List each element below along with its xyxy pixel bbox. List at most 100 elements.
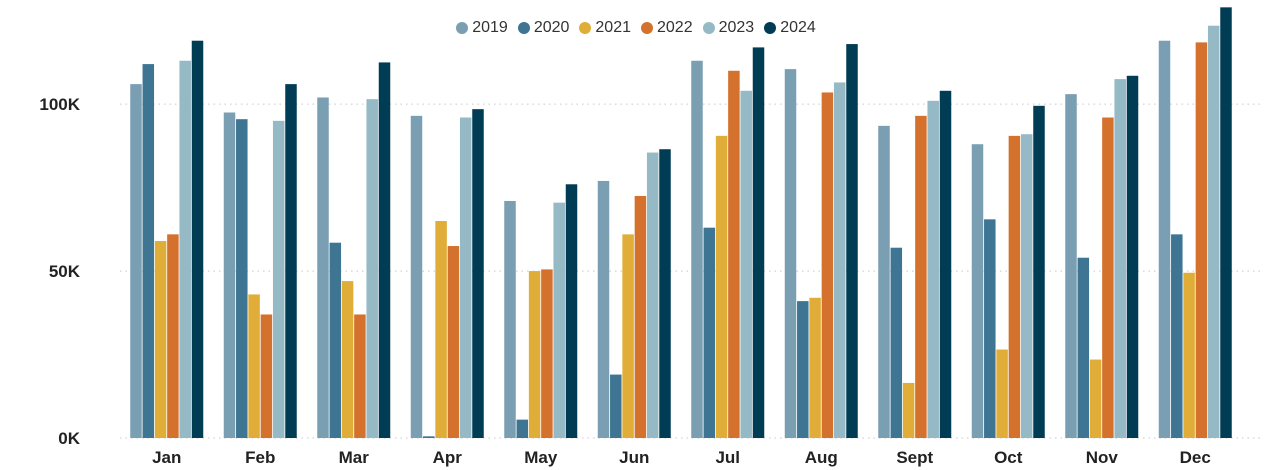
bar-may-2019[interactable]: [504, 200, 516, 438]
bar-jan-2022[interactable]: [167, 234, 179, 438]
bar-nov-2024[interactable]: [1126, 75, 1139, 438]
bar-oct-2019[interactable]: [971, 144, 984, 438]
bar-may-2024[interactable]: [565, 184, 578, 438]
bar-nov-2019[interactable]: [1065, 94, 1077, 438]
bar-aug-2019[interactable]: [784, 69, 797, 438]
bar-jan-2021[interactable]: [154, 241, 167, 438]
bar-sept-2023[interactable]: [927, 100, 939, 438]
legend-item-2023[interactable]: 2023: [702, 19, 755, 37]
bar-may-2023[interactable]: [553, 202, 565, 438]
x-tick-label: Apr: [433, 448, 463, 467]
bar-may-2021[interactable]: [528, 271, 541, 438]
bar-nov-2022[interactable]: [1102, 117, 1114, 438]
legend-swatch: [702, 22, 715, 34]
bar-apr-2019[interactable]: [410, 115, 423, 438]
bar-sept-2020[interactable]: [890, 247, 903, 438]
y-tick-label: 0K: [58, 429, 80, 448]
x-tick-label: Jun: [619, 448, 649, 467]
bar-jun-2019[interactable]: [597, 180, 610, 438]
legend-label: 2024: [780, 19, 816, 36]
legend-label: 2022: [657, 19, 693, 36]
bar-apr-2023[interactable]: [459, 117, 472, 438]
legend-item-2021[interactable]: 2021: [579, 19, 631, 37]
bar-feb-2021[interactable]: [248, 294, 260, 438]
bar-dec-2021[interactable]: [1183, 272, 1195, 438]
bar-mar-2024[interactable]: [378, 62, 391, 439]
x-tick-label: Sept: [896, 448, 933, 467]
bar-nov-2021[interactable]: [1089, 359, 1102, 438]
bar-aug-2021[interactable]: [809, 297, 821, 438]
bar-mar-2022[interactable]: [354, 314, 366, 438]
bar-dec-2022[interactable]: [1195, 42, 1208, 438]
bar-aug-2024[interactable]: [846, 44, 858, 439]
y-tick-label: 50K: [49, 262, 81, 281]
bar-nov-2020[interactable]: [1077, 257, 1090, 438]
legend-item-2019[interactable]: 2019: [456, 19, 508, 37]
bar-aug-2020[interactable]: [797, 301, 809, 438]
bar-mar-2020[interactable]: [329, 242, 342, 438]
bar-feb-2024[interactable]: [285, 84, 297, 439]
bar-dec-2020[interactable]: [1171, 234, 1183, 438]
bar-oct-2024[interactable]: [1033, 105, 1045, 438]
bar-aug-2022[interactable]: [821, 92, 834, 438]
bar-dec-2024[interactable]: [1220, 7, 1232, 439]
bar-jul-2020[interactable]: [703, 227, 716, 438]
bar-sept-2022[interactable]: [915, 115, 927, 438]
bar-jun-2022[interactable]: [634, 195, 647, 438]
bar-feb-2020[interactable]: [236, 119, 248, 439]
bar-may-2020[interactable]: [516, 419, 529, 438]
bar-nov-2023[interactable]: [1114, 79, 1126, 439]
bar-sept-2024[interactable]: [939, 90, 952, 439]
bar-apr-2022[interactable]: [447, 246, 460, 438]
legend-item-2020[interactable]: 2020: [517, 19, 569, 37]
bar-jul-2021[interactable]: [715, 135, 728, 438]
bar-may-2022[interactable]: [541, 269, 553, 438]
bar-oct-2022[interactable]: [1008, 135, 1021, 438]
bar-jan-2020[interactable]: [142, 64, 155, 438]
legend-label: 2019: [472, 19, 508, 36]
bar-jul-2023[interactable]: [740, 90, 752, 439]
bar-jul-2022[interactable]: [728, 70, 740, 439]
legend-item-2024[interactable]: 2024: [764, 19, 816, 37]
x-tick-label: May: [524, 448, 558, 467]
bar-mar-2023[interactable]: [366, 99, 378, 439]
legend-item-2022[interactable]: 2022: [641, 19, 693, 37]
legend-swatch: [579, 22, 592, 34]
bar-jan-2019[interactable]: [130, 84, 142, 439]
bar-mar-2021[interactable]: [341, 281, 354, 438]
bar-dec-2023[interactable]: [1207, 25, 1220, 438]
bar-dec-2019[interactable]: [1158, 40, 1171, 438]
legend-swatch: [456, 22, 469, 34]
bar-jun-2021[interactable]: [622, 234, 634, 438]
bar-feb-2019[interactable]: [223, 112, 236, 439]
bar-oct-2023[interactable]: [1020, 134, 1033, 438]
bar-jan-2023[interactable]: [179, 60, 191, 438]
bar-jun-2020[interactable]: [610, 374, 622, 438]
bar-jul-2019[interactable]: [691, 60, 703, 438]
bar-jan-2024[interactable]: [191, 40, 204, 438]
bar-apr-2021[interactable]: [435, 221, 447, 438]
x-tick-label: Feb: [245, 448, 275, 467]
bar-oct-2021[interactable]: [996, 349, 1008, 438]
x-tick-label: Oct: [994, 448, 1023, 467]
x-tick-label: Dec: [1180, 448, 1211, 467]
bar-sept-2021[interactable]: [902, 382, 915, 438]
y-tick-label: 100K: [39, 95, 80, 114]
legend-label: 2023: [718, 19, 755, 36]
bar-feb-2023[interactable]: [272, 120, 285, 438]
bar-jun-2023[interactable]: [646, 152, 659, 438]
bar-mar-2019[interactable]: [317, 97, 329, 438]
bar-aug-2023[interactable]: [833, 82, 846, 438]
legend-swatch: [517, 22, 530, 34]
bar-sept-2019[interactable]: [878, 125, 890, 438]
x-tick-label: Jul: [715, 448, 740, 467]
bar-apr-2024[interactable]: [472, 109, 484, 438]
bar-oct-2020[interactable]: [984, 219, 996, 438]
bar-jun-2024[interactable]: [659, 149, 671, 438]
legend: 2019 2020 2021 2022 2023 2024: [0, 19, 1272, 37]
bar-jul-2024[interactable]: [752, 47, 765, 439]
bar-feb-2022[interactable]: [260, 314, 273, 438]
bar-apr-2020[interactable]: [423, 436, 435, 438]
